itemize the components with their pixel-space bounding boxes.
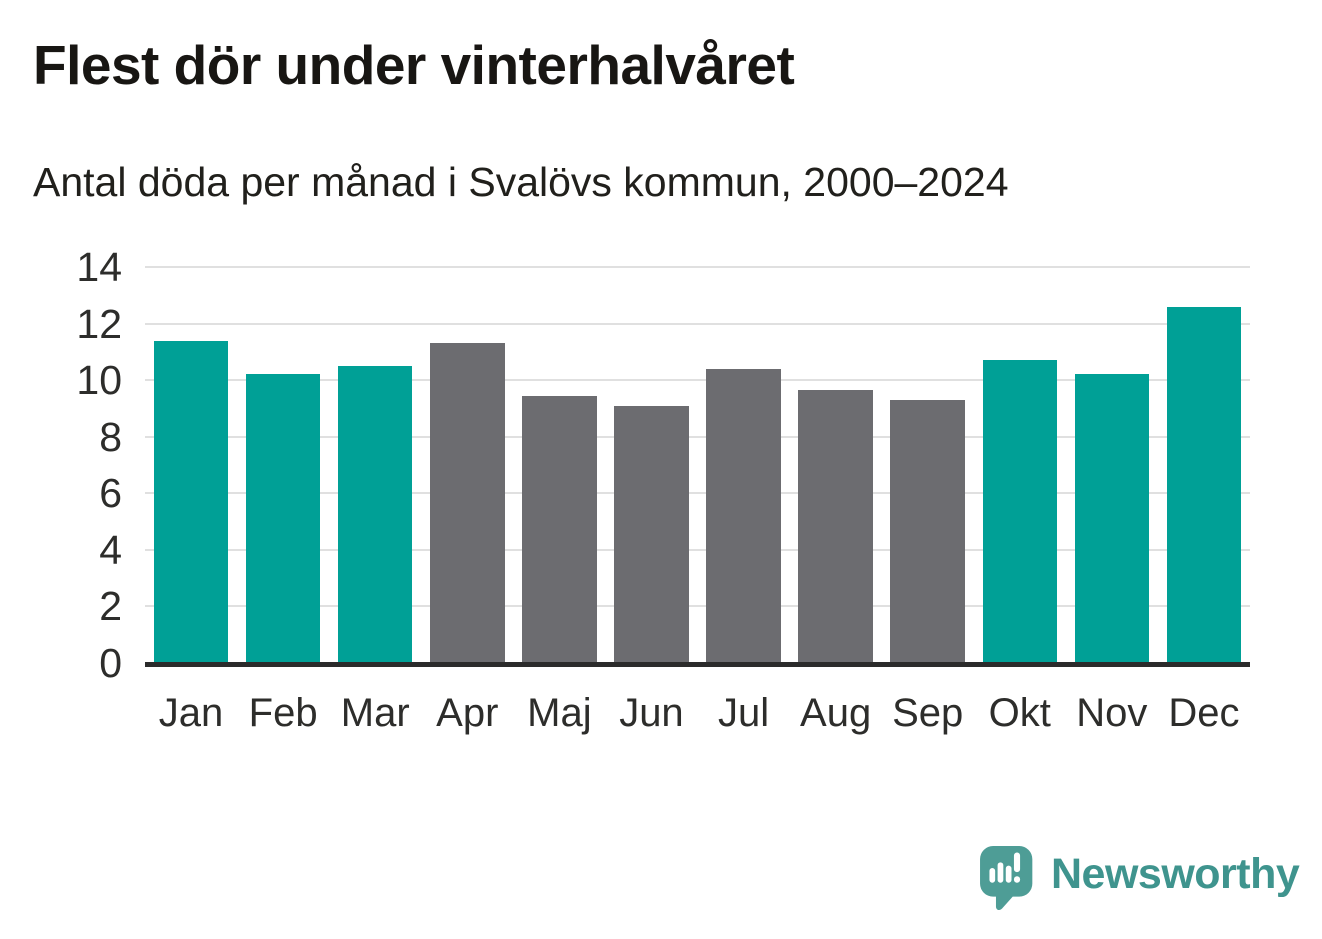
gridline-y4 [145, 548, 1250, 551]
newsworthy-wordmark: Newsworthy [1051, 849, 1300, 898]
x-axis-label-dec: Dec [1168, 691, 1240, 735]
x-axis-line [145, 662, 1250, 667]
gridline-y6 [145, 492, 1250, 495]
x-axis-label-feb: Feb [248, 691, 318, 735]
x-axis-label-jun: Jun [619, 691, 684, 735]
y-axis-label: 2 [99, 583, 122, 630]
x-axis-label-sep: Sep [892, 691, 964, 735]
y-axis-label: 10 [76, 357, 122, 404]
bar-maj [522, 395, 597, 663]
x-axis-label-jan: Jan [158, 691, 224, 735]
x-axis-label-okt: Okt [988, 691, 1051, 735]
bar-okt [982, 360, 1058, 663]
gridline-y2 [145, 605, 1250, 608]
newsworthy-logo-icon [980, 846, 1033, 911]
gridline-y12 [145, 322, 1250, 325]
y-axis-label: 0 [99, 640, 122, 686]
bar-jun [614, 405, 689, 663]
brand-footer: Newsworthy [980, 846, 1300, 913]
bar-jul [706, 368, 781, 663]
bar-nov [1074, 374, 1150, 663]
y-axis-label: 14 [76, 244, 122, 290]
gridline-y14 [145, 266, 1250, 268]
bar-feb [245, 374, 321, 663]
bar-apr [430, 343, 505, 663]
x-axis-label-nov: Nov [1076, 691, 1148, 735]
page-title: Flest dör under vinterhalvåret [33, 34, 795, 96]
bar-aug [798, 390, 873, 663]
y-axis-label: 12 [76, 300, 122, 347]
x-axis-label-aug: Aug [800, 691, 872, 735]
bar-sep [890, 399, 965, 663]
x-axis-label-mar: Mar [340, 691, 410, 735]
bar-dec [1166, 306, 1242, 663]
bar-mar [337, 366, 413, 663]
page-subtitle: Antal döda per månad i Svalövs kommun, 2… [33, 159, 1009, 205]
y-axis-label: 6 [99, 470, 122, 517]
y-axis-label: 4 [99, 526, 122, 573]
x-axis-label-apr: Apr [436, 691, 499, 735]
gridline-y8 [145, 435, 1250, 438]
bar-jan [153, 340, 229, 663]
x-axis-label-jul: Jul [717, 691, 770, 735]
x-axis-label-maj: Maj [527, 691, 592, 735]
gridline-y10 [145, 379, 1250, 382]
y-axis-label: 8 [99, 413, 122, 460]
